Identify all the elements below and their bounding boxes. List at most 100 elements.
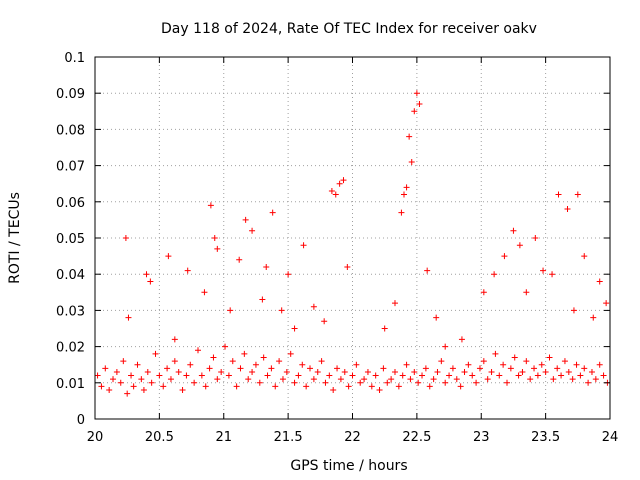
data-point (391, 368, 398, 375)
data-point (527, 376, 534, 383)
axis-ticks (94, 56, 611, 420)
data-point (279, 376, 286, 383)
x-tick-label: 21.5 (274, 430, 303, 445)
data-point (98, 383, 105, 390)
data-point (357, 379, 364, 386)
data-point (515, 372, 522, 379)
data-point (229, 358, 236, 365)
data-point (384, 379, 391, 386)
data-point (573, 361, 580, 368)
y-tick-label: 0.07 (56, 160, 85, 175)
data-point (214, 245, 221, 252)
data-point (165, 253, 172, 260)
x-axis-label: GPS time / hours (290, 458, 407, 474)
data-point (457, 383, 464, 390)
data-point (381, 325, 388, 332)
data-point (438, 358, 445, 365)
data-point (171, 358, 178, 365)
data-point (596, 361, 603, 368)
data-point (408, 158, 415, 165)
data-point (364, 368, 371, 375)
data-point (523, 289, 530, 296)
data-point (406, 133, 413, 140)
data-point (303, 383, 310, 390)
data-point (183, 372, 190, 379)
data-point (570, 307, 577, 314)
data-point (259, 296, 266, 303)
y-axis-label: ROTI / TECUs (7, 192, 23, 284)
data-point (143, 271, 150, 278)
data-point (430, 376, 437, 383)
grid-lines (95, 57, 610, 419)
data-point (600, 372, 607, 379)
data-point (516, 242, 523, 249)
data-point (434, 368, 441, 375)
data-point (480, 289, 487, 296)
data-point (184, 267, 191, 274)
data-point (300, 242, 307, 249)
data-point (549, 271, 556, 278)
data-point (480, 358, 487, 365)
data-point (201, 289, 208, 296)
data-point (130, 383, 137, 390)
data-point (546, 354, 553, 361)
data-point (426, 383, 433, 390)
data-point (554, 365, 561, 372)
data-point (310, 303, 317, 310)
data-point (341, 368, 348, 375)
data-point (328, 187, 335, 194)
data-point (122, 235, 129, 241)
data-point (295, 372, 302, 379)
data-point (138, 376, 145, 383)
data-point (134, 361, 141, 368)
data-point (148, 379, 155, 386)
data-point (218, 368, 225, 375)
data-point (227, 307, 234, 314)
data-point (314, 368, 321, 375)
data-point (345, 383, 352, 390)
data-point (140, 387, 147, 394)
data-point (225, 372, 232, 379)
x-tick-label: 24 (602, 430, 619, 445)
data-point (577, 372, 584, 379)
data-point (263, 263, 270, 270)
data-point (603, 300, 610, 307)
y-tick-label: 0.09 (56, 87, 85, 102)
data-point (492, 350, 499, 357)
data-point (504, 379, 510, 386)
data-point (574, 191, 581, 198)
data-point (321, 318, 328, 325)
y-tick-label: 0.1 (64, 51, 85, 66)
data-point (473, 379, 480, 386)
data-point (128, 372, 135, 379)
data-point (581, 365, 588, 372)
data-point (538, 361, 545, 368)
data-point (222, 343, 229, 350)
data-point (461, 368, 468, 375)
data-point (214, 376, 221, 383)
data-point (550, 376, 557, 383)
data-point (558, 372, 565, 379)
data-point (202, 383, 209, 390)
y-tick-label: 0.06 (56, 196, 85, 211)
data-point (376, 387, 383, 394)
data-point (419, 372, 426, 379)
data-point (416, 101, 423, 108)
data-point (120, 358, 127, 365)
data-point (501, 253, 508, 260)
data-point (236, 256, 243, 263)
data-point (264, 372, 271, 379)
data-point (278, 307, 285, 314)
data-point (242, 216, 249, 223)
data-point (491, 271, 498, 278)
x-tick-labels: 20 20.5 21 21.5 22 22.5 23 23.5 24 (87, 430, 619, 445)
data-point (581, 253, 588, 260)
data-point (211, 235, 218, 241)
y-tick-label: 0.03 (56, 304, 85, 319)
data-point (249, 368, 256, 375)
data-point (476, 365, 483, 372)
data-point (344, 263, 351, 270)
data-point (519, 368, 526, 375)
data-point (272, 383, 279, 390)
data-point (442, 343, 449, 350)
